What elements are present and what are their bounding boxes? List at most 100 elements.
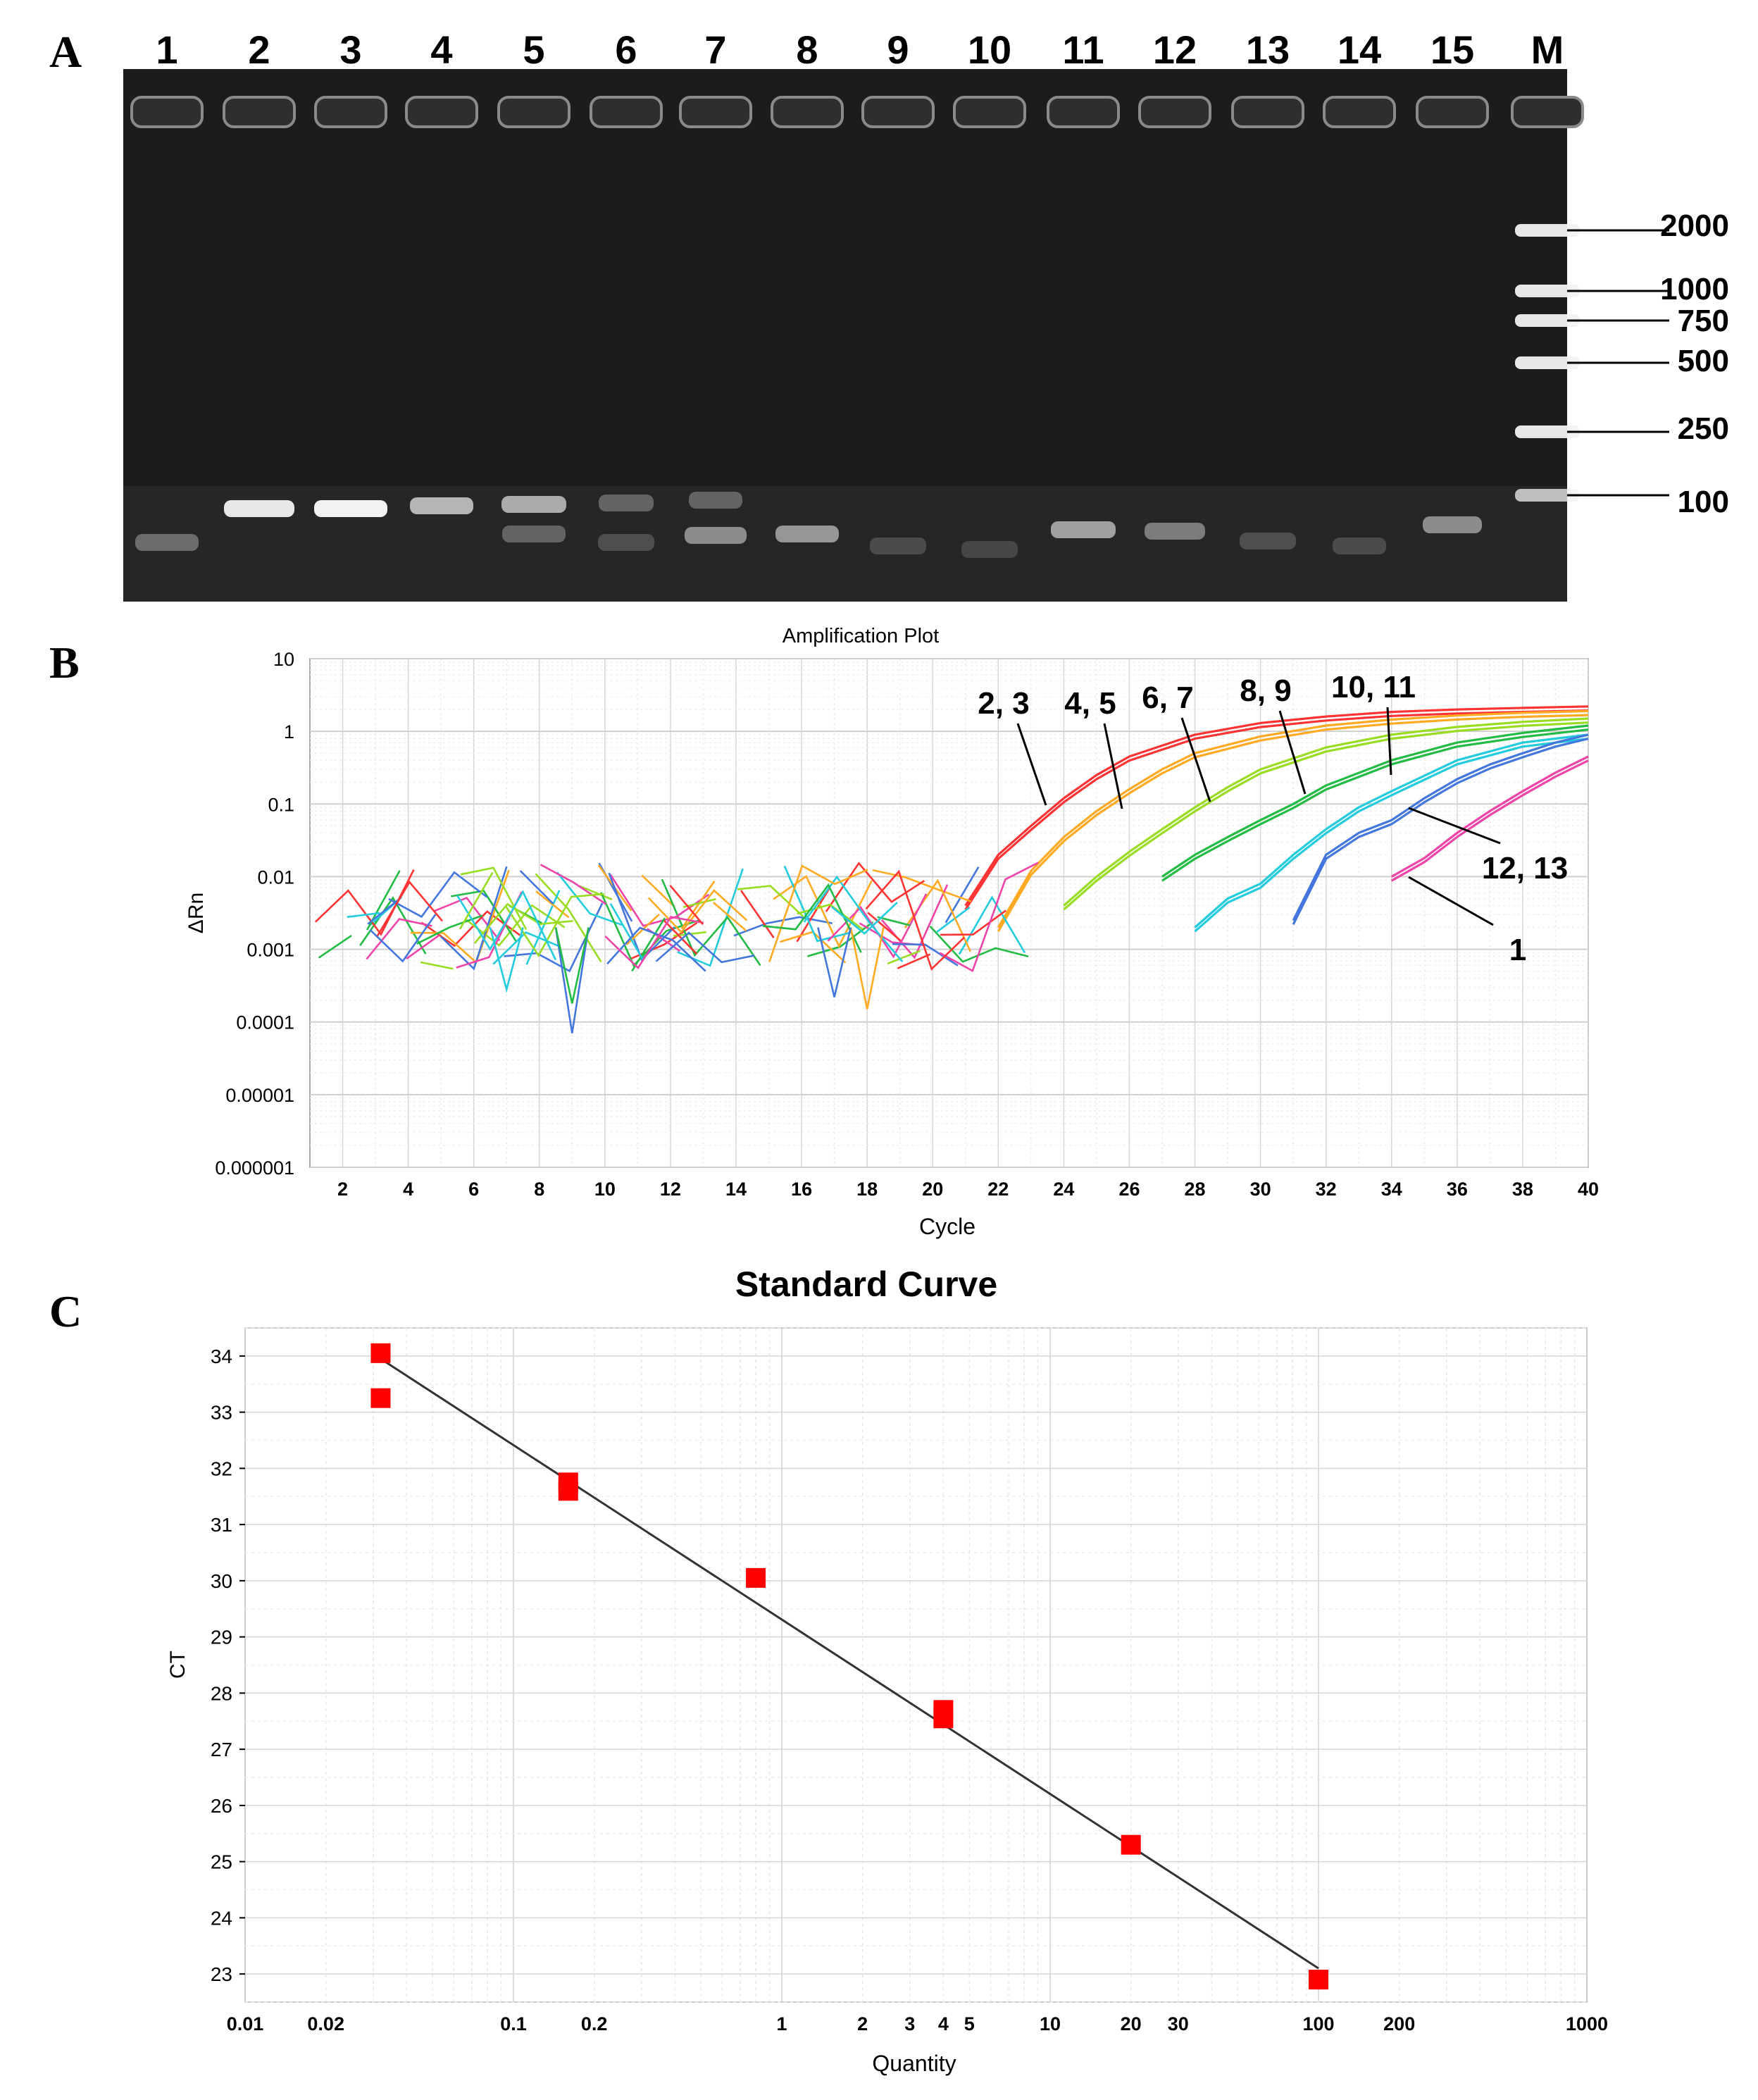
x-tick-label: 22 [987,1179,1009,1200]
noise-fragment [375,880,443,938]
x-tick-label: 24 [1053,1179,1074,1200]
x-tick-label: 0.1 [500,2013,527,2034]
gel-well [314,96,387,128]
gel-well [953,96,1026,128]
gel-band [685,527,747,544]
annotation-pointer [1180,717,1211,802]
noise-fragment [420,961,454,970]
annotation-label: 10, 11 [1331,670,1416,704]
y-tick-label: 34 [211,1346,232,1367]
amplification-plot-title: Amplification Plot [783,625,939,647]
x-tick-label: 6 [468,1179,479,1200]
noise-fragment [713,902,747,932]
data-point [370,1343,391,1363]
gel-band [224,500,294,517]
noise-fragment [641,874,675,908]
x-tick-label: 3 [904,2013,915,2034]
x-tick-label: 20 [922,1179,943,1200]
gel-bands [135,224,1580,558]
x-tick-label: 4 [403,1179,413,1200]
noise-fragment [797,903,864,931]
x-tick-label: 1000 [1566,2013,1608,2034]
gel-well [1511,96,1584,128]
y-tick-label: 1 [284,721,294,743]
annotation-pointer [1016,723,1047,806]
noise-fragment [762,883,862,953]
gel-band [1333,538,1386,554]
gel-image: 1 2 3 4 5 6 7 8 9 10 11 12 13 14 15 M 20001000750500250… [123,27,1729,602]
regression-line [380,1357,1319,1970]
standard-curve-plot-area [244,1327,1588,2003]
noise-fragment [865,869,966,971]
x-tick-label: 10 [1040,2013,1061,2034]
standard-curve-y-label: CT [166,1651,189,1679]
noise-fragment [803,875,904,963]
gel-band [135,534,199,551]
gel-well [1138,96,1211,128]
noise-fragment [535,890,570,919]
noise-fragment [647,889,748,934]
amplification-curve [1292,738,1589,926]
amplification-plot-x-label: Cycle [919,1214,975,1239]
noise-fragment [887,950,921,965]
y-tick-label: 0.1 [268,794,294,815]
annotation-pointer [1386,707,1392,776]
data-point [558,1481,578,1501]
y-tick-label: 27 [211,1739,232,1760]
annotation-label: 4, 5 [1064,686,1116,721]
noise-fragment [456,890,557,961]
noise-fragment [525,890,561,965]
panel-label-c: C [49,1286,82,1336]
standard-curve-title: Standard Curve [735,1265,997,1304]
amplification-curve [964,705,1589,907]
x-tick-label: 16 [791,1179,812,1200]
ladder-band [1515,224,1580,237]
x-tick-label: 4 [938,2013,949,2034]
noise-fragment [663,919,698,955]
noise-fragment [872,869,972,902]
amplification-curve [1194,733,1589,928]
noise-fragment [740,890,775,939]
gel-well [130,96,204,128]
x-tick-label: 28 [1185,1179,1206,1200]
noise-dip [489,927,524,993]
amplification-curve [964,709,1589,911]
noise-fragment [825,862,925,912]
noise-dip [554,927,590,1033]
x-tick-label: 30 [1250,1179,1271,1200]
gel-band [775,526,839,542]
annotation-label: 8, 9 [1240,673,1291,708]
panel-label-a: A [49,27,82,77]
gel-well [405,96,478,128]
noise-fragment [655,931,755,964]
amplification-plot-y-label: ΔRn [185,893,208,933]
ladder-band [1515,314,1580,327]
y-tick-label: 29 [211,1627,232,1648]
gel-well [223,96,296,128]
amplification-curve [1194,738,1589,933]
gel-well [590,96,663,128]
y-tick-label: 0.001 [247,940,294,961]
annotation-pointer [1408,807,1501,845]
noise-fragment [369,914,437,963]
noise-fragment [540,864,607,905]
gel-band [1145,523,1205,540]
noise-fragment [519,870,554,905]
y-tick-label: 33 [211,1402,232,1424]
amplification-curve [1063,717,1589,907]
noise-fragment [831,902,898,935]
amplification-plot-grid [310,658,1589,1168]
amplification-baseline-noise [314,862,1039,1033]
amplification-plot: Amplification Plot 10 1 0.1 0.01 0.001 0.0001… [185,625,1599,1239]
data-point [1121,1834,1141,1855]
standard-curve-grid [244,1327,1587,2003]
annotation-label: 2, 3 [978,686,1029,721]
amplification-curve [1161,724,1589,878]
standard-curve-y-ticks: 23 24 25 26 27 28 29 30 31 32 33 34 [211,1346,245,1985]
lane-label: 10 [968,27,1011,72]
y-tick-label: 30 [211,1570,232,1592]
standard-curve-points [370,1343,1328,1990]
lane-label: 7 [704,27,726,72]
noise-fragment [366,918,432,960]
